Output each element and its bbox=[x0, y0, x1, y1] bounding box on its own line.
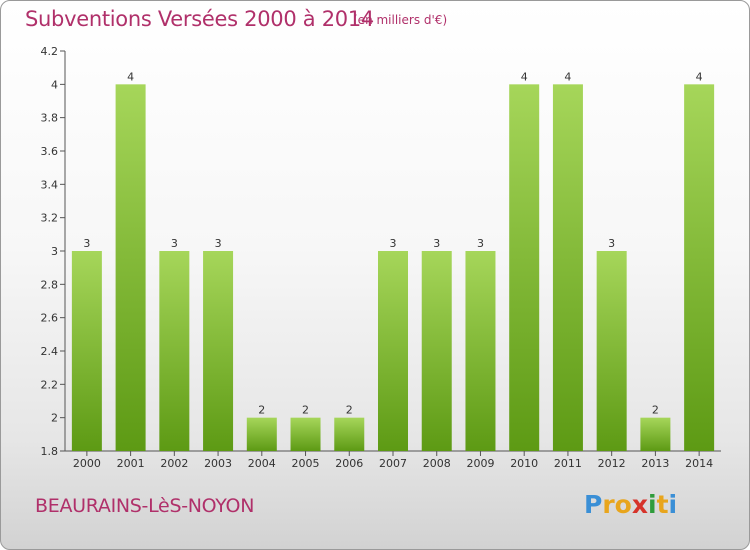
chart-subtitle: (en milliers d'€) bbox=[353, 13, 448, 27]
bar-value-label: 3 bbox=[608, 237, 615, 250]
bar-2011 bbox=[552, 84, 583, 451]
x-tick-label: 2010 bbox=[510, 457, 538, 470]
x-tick-label: 2008 bbox=[423, 457, 451, 470]
bar-value-label: 3 bbox=[215, 237, 222, 250]
x-tick-label: 2006 bbox=[335, 457, 363, 470]
x-tick-label: 2007 bbox=[379, 457, 407, 470]
y-tick-label: 3.8 bbox=[41, 112, 59, 125]
bar-value-label: 2 bbox=[652, 404, 659, 417]
bar-2003 bbox=[203, 251, 234, 451]
bar-2002 bbox=[159, 251, 190, 451]
logo-letter: i bbox=[648, 490, 657, 519]
bar-2007 bbox=[378, 251, 408, 451]
bar-value-label: 4 bbox=[521, 70, 528, 83]
bar-value-label: 3 bbox=[390, 237, 397, 250]
x-tick-label: 2000 bbox=[73, 457, 101, 470]
bar-value-label: 2 bbox=[346, 404, 353, 417]
chart-value-labels: 3 4 3 3 2 2 2 3 3 3 4 4 3 2 4 bbox=[83, 70, 702, 416]
chart-bars bbox=[71, 84, 715, 451]
commune-name: BEAURAINS-LèS-NOYON bbox=[35, 495, 255, 517]
bar-2006 bbox=[334, 417, 365, 451]
logo-letter: o bbox=[614, 490, 632, 519]
logo-letter: t bbox=[656, 490, 669, 519]
y-tick-label: 1.8 bbox=[41, 445, 59, 458]
x-tick-label: 2002 bbox=[160, 457, 188, 470]
bar-2010 bbox=[509, 84, 540, 451]
bar-2005 bbox=[290, 417, 321, 451]
bar-2001 bbox=[115, 84, 146, 451]
bar-value-label: 3 bbox=[83, 237, 90, 250]
bar-2013 bbox=[640, 417, 671, 451]
bar-2004 bbox=[246, 417, 277, 451]
y-tick-label: 4 bbox=[51, 78, 58, 91]
y-tick-label: 3 bbox=[51, 245, 58, 258]
y-tick-label: 2.6 bbox=[41, 312, 59, 325]
y-tick-label: 2.4 bbox=[41, 345, 59, 358]
y-tick-label: 2 bbox=[51, 412, 58, 425]
x-tick-label: 2005 bbox=[292, 457, 320, 470]
x-tick-label: 2009 bbox=[466, 457, 494, 470]
chart-title: Subventions Versées 2000 à 2014 bbox=[25, 7, 374, 31]
logo-letter: x bbox=[631, 490, 648, 519]
x-tick-label: 2013 bbox=[641, 457, 669, 470]
bar-value-label: 4 bbox=[127, 70, 134, 83]
bar-value-label: 2 bbox=[302, 404, 309, 417]
x-tick-label: 2014 bbox=[685, 457, 713, 470]
x-tick-label: 2011 bbox=[554, 457, 582, 470]
bar-2000 bbox=[71, 251, 102, 451]
bar-value-label: 3 bbox=[171, 237, 178, 250]
bar-2012 bbox=[596, 251, 627, 451]
logo-letter: r bbox=[602, 490, 615, 519]
logo-letter: i bbox=[668, 490, 678, 519]
bar-2014 bbox=[684, 84, 715, 451]
bar-value-label: 4 bbox=[564, 70, 571, 83]
logo-letter: P bbox=[584, 490, 603, 519]
x-tick-label: 2012 bbox=[598, 457, 626, 470]
y-tick-label: 2.2 bbox=[41, 378, 59, 391]
x-tick-label: 2004 bbox=[248, 457, 276, 470]
bar-value-label: 4 bbox=[696, 70, 703, 83]
bar-2009 bbox=[465, 251, 496, 451]
x-tick-label: 2001 bbox=[117, 457, 145, 470]
y-tick-label: 2.8 bbox=[41, 278, 59, 291]
proxiti-logo: Proxiti bbox=[584, 490, 677, 519]
bar-2008 bbox=[421, 251, 452, 451]
y-tick-label: 4.2 bbox=[41, 45, 59, 58]
chart-axes: 1.8 2 2.2 2.4 2.6 2.8 3 3.2 3.4 3.6 3.8 4 4.2 2000 200… bbox=[41, 45, 721, 470]
x-tick-label: 2003 bbox=[204, 457, 232, 470]
bar-value-label: 2 bbox=[258, 404, 265, 417]
y-tick-label: 3.4 bbox=[41, 178, 59, 191]
bar-value-label: 3 bbox=[477, 237, 484, 250]
y-tick-label: 3.2 bbox=[41, 212, 59, 225]
y-tick-label: 3.6 bbox=[41, 145, 59, 158]
bar-value-label: 3 bbox=[433, 237, 440, 250]
